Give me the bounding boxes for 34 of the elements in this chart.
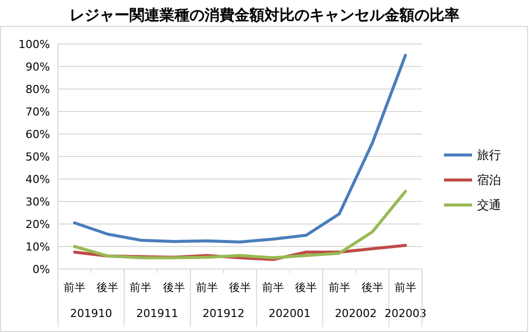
legend-label: 旅行 [477, 148, 501, 162]
y-tick-label: 10% [26, 240, 50, 254]
text: 202001 [268, 307, 311, 320]
line-series [73, 54, 407, 244]
x-tick-label: 後半 [96, 281, 119, 294]
x-tick-label: 後半 [361, 281, 384, 294]
text: 202003 [384, 307, 426, 320]
chart-title: レジャー関連業種の消費金額対比のキャンセル金額の比率 [70, 6, 460, 24]
y-tick-label: 90% [26, 60, 50, 74]
y-tick-label: 40% [26, 173, 50, 186]
x-tick-label: 前半 [328, 281, 350, 294]
y-tick-label: 60% [26, 128, 50, 141]
x-tick-label: 前半 [196, 281, 218, 294]
x-tick-label: 後半 [162, 281, 185, 294]
y-tick-label: 50% [26, 150, 50, 164]
y-tick-label: 70% [26, 106, 50, 118]
legend-label: 交通 [477, 198, 501, 212]
y-tick-label: 80% [26, 83, 50, 96]
y-tick-label: 30% [26, 196, 50, 208]
y-tick-label: 20% [26, 218, 50, 231]
text: 201912 [202, 307, 244, 320]
x-tick-label: 前半 [394, 281, 416, 294]
legend-label: 宿泊 [477, 173, 501, 187]
x-tick-label: 前半 [130, 281, 152, 294]
text: 202002 [334, 307, 377, 320]
y-tick-label: 0% [32, 263, 50, 276]
text: 201910 [70, 307, 112, 320]
x-tick-label: 後半 [229, 281, 251, 294]
x-tick-label: 前半 [262, 281, 284, 294]
x-tick-label: 前半 [64, 281, 86, 294]
text: 201911 [136, 307, 178, 320]
y-tick-label: 100% [18, 38, 50, 51]
x-tick-label: 後半 [295, 281, 318, 294]
line-series [73, 190, 407, 260]
